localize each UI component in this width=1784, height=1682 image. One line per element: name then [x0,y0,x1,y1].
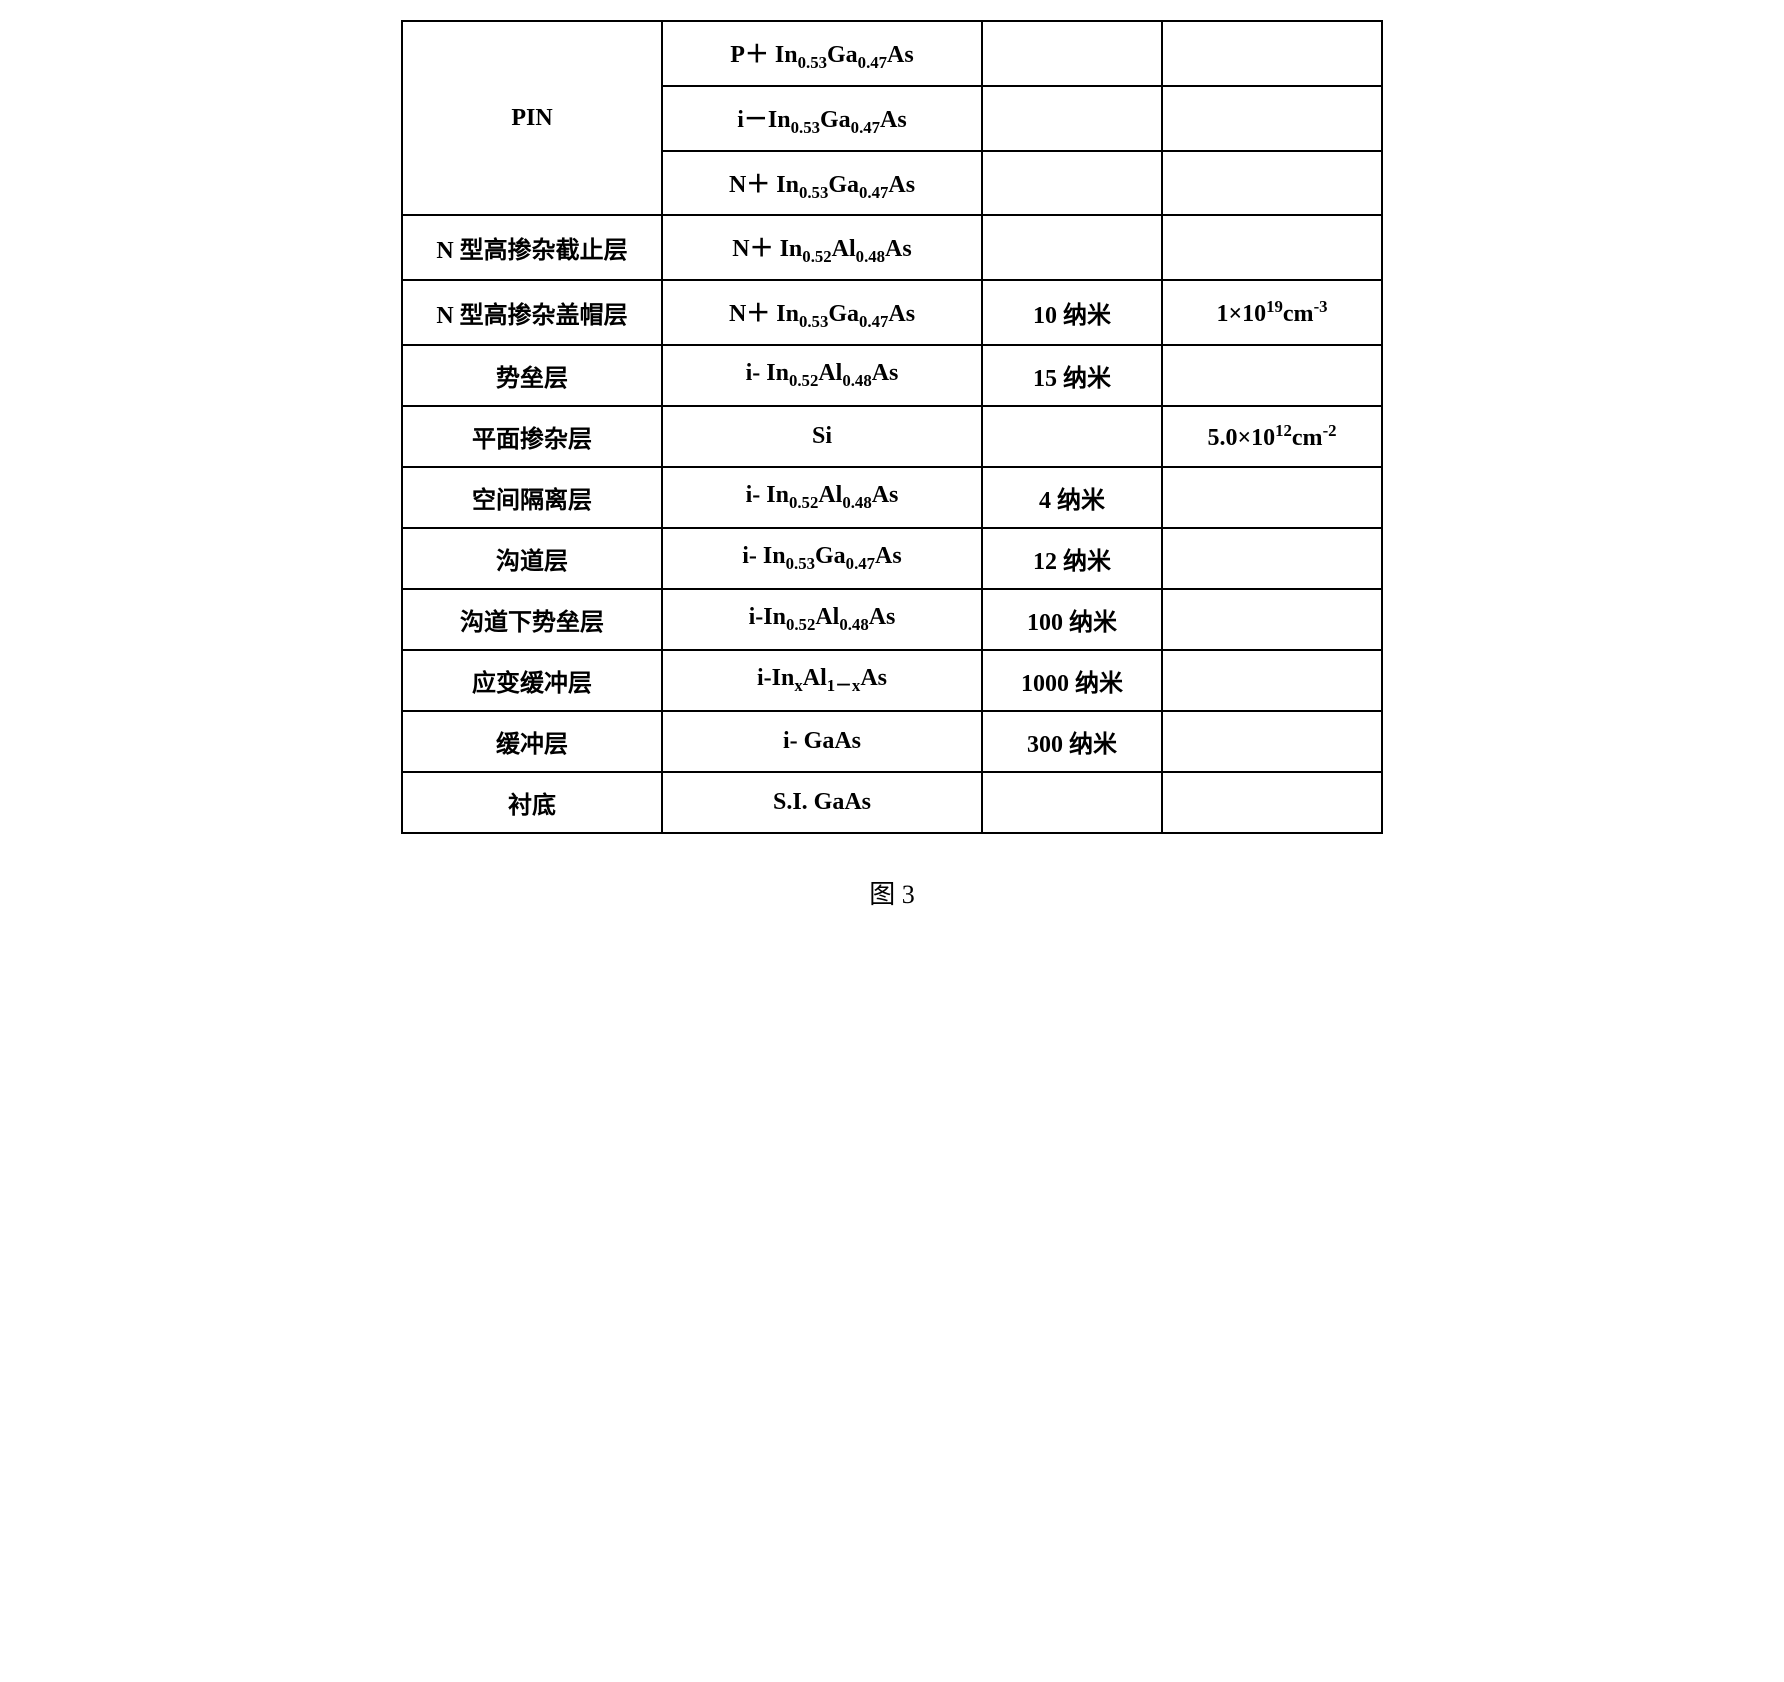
material-cell: i- GaAs [662,711,982,772]
layer-name-cell: PIN [402,21,662,215]
material-cell: i-In0.52Al0.48As [662,589,982,650]
thickness-cell [982,151,1162,216]
table-row: 平面掺杂层Si 5.0×1012cm-2 [402,406,1382,467]
table-row: 沟道层i- In0.53Ga0.47As12 纳米 [402,528,1382,589]
layer-name-cell: 应变缓冲层 [402,650,662,711]
thickness-cell: 1000 纳米 [982,650,1162,711]
thickness-cell [982,215,1162,280]
figure-caption: 图 3 [869,874,915,911]
table-row: 缓冲层i- GaAs300 纳米 [402,711,1382,772]
layer-name-cell: 沟道下势垒层 [402,589,662,650]
material-cell: P＋ In0.53Ga0.47As [662,21,982,86]
table-row: PINP＋ In0.53Ga0.47As [402,21,1382,86]
thickness-cell: 100 纳米 [982,589,1162,650]
doping-cell [1162,21,1382,86]
material-cell: i- In0.53Ga0.47As [662,528,982,589]
material-cell: i-InxAl1－xAs [662,650,982,711]
material-cell: i－In0.53Ga0.47As [662,86,982,151]
doping-cell [1162,711,1382,772]
thickness-cell: 300 纳米 [982,711,1162,772]
table-row: 空间隔离层i- In0.52Al0.48As4 纳米 [402,467,1382,528]
doping-cell [1162,467,1382,528]
material-cell: N＋ In0.53Ga0.47As [662,151,982,216]
doping-cell: 5.0×1012cm-2 [1162,406,1382,467]
table-body: PINP＋ In0.53Ga0.47Asi－In0.53Ga0.47AsN＋ I… [402,21,1382,833]
material-cell: i- In0.52Al0.48As [662,345,982,406]
thickness-cell: 12 纳米 [982,528,1162,589]
doping-cell [1162,215,1382,280]
layer-structure-table-container: PINP＋ In0.53Ga0.47Asi－In0.53Ga0.47AsN＋ I… [401,20,1383,834]
doping-cell [1162,589,1382,650]
doping-cell: 1×1019cm-3 [1162,280,1382,345]
doping-cell [1162,86,1382,151]
layer-structure-table: PINP＋ In0.53Ga0.47Asi－In0.53Ga0.47AsN＋ I… [401,20,1383,834]
material-cell: N＋ In0.53Ga0.47As [662,280,982,345]
table-row: 势垒层i- In0.52Al0.48As15 纳米 [402,345,1382,406]
table-row: N 型高掺杂截止层N＋ In0.52Al0.48As [402,215,1382,280]
layer-name-cell: 势垒层 [402,345,662,406]
thickness-cell: 10 纳米 [982,280,1162,345]
layer-name-cell: N 型高掺杂截止层 [402,215,662,280]
doping-cell [1162,772,1382,833]
layer-name-cell: 空间隔离层 [402,467,662,528]
layer-name-cell: N 型高掺杂盖帽层 [402,280,662,345]
layer-name-cell: 衬底 [402,772,662,833]
thickness-cell: 4 纳米 [982,467,1162,528]
material-cell: i- In0.52Al0.48As [662,467,982,528]
table-row: 衬底S.I. GaAs [402,772,1382,833]
layer-name-cell: 平面掺杂层 [402,406,662,467]
thickness-cell [982,21,1162,86]
material-cell: N＋ In0.52Al0.48As [662,215,982,280]
table-row: N 型高掺杂盖帽层N＋ In0.53Ga0.47As10 纳米1×1019cm-… [402,280,1382,345]
material-cell: S.I. GaAs [662,772,982,833]
doping-cell [1162,650,1382,711]
doping-cell [1162,345,1382,406]
thickness-cell [982,86,1162,151]
thickness-cell [982,406,1162,467]
table-row: 沟道下势垒层i-In0.52Al0.48As100 纳米 [402,589,1382,650]
doping-cell [1162,151,1382,216]
thickness-cell [982,772,1162,833]
thickness-cell: 15 纳米 [982,345,1162,406]
layer-name-cell: 沟道层 [402,528,662,589]
table-row: 应变缓冲层i-InxAl1－xAs1000 纳米 [402,650,1382,711]
layer-name-cell: 缓冲层 [402,711,662,772]
material-cell: Si [662,406,982,467]
doping-cell [1162,528,1382,589]
